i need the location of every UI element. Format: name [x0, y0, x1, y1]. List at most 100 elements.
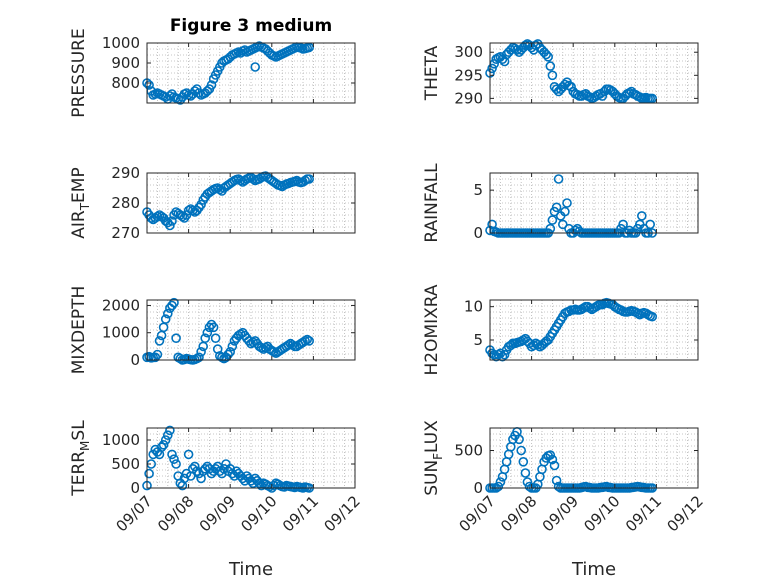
x-tick-label: 09/12 — [664, 492, 707, 535]
data-point — [516, 445, 527, 456]
data-point — [584, 92, 595, 102]
data-point — [179, 473, 190, 484]
subplot-rainfall: 0 5 RAINFALL — [422, 163, 699, 243]
x-tick-label: 09/12 — [321, 492, 364, 535]
y-tick-label: 1000 — [102, 34, 140, 52]
y-axis-label: H2OMIXRA — [422, 284, 442, 375]
data-point — [557, 219, 568, 230]
data-point — [160, 435, 171, 445]
data-point — [165, 220, 175, 231]
y-axis-label: TERRMSL — [69, 420, 92, 497]
data-point — [520, 40, 531, 51]
data-point — [495, 477, 506, 487]
y-tick-label: 2000 — [102, 296, 140, 314]
data-point — [144, 468, 154, 479]
data-point — [524, 481, 535, 492]
data-point — [647, 93, 658, 104]
data-point — [566, 82, 576, 92]
axes-box — [489, 427, 699, 489]
data-point — [549, 460, 560, 471]
data-point — [225, 346, 235, 357]
data-point — [499, 349, 510, 360]
data-point — [196, 199, 206, 210]
data-point — [158, 439, 169, 450]
axes-box — [146, 427, 356, 489]
data-point — [190, 461, 200, 472]
data-point — [163, 308, 173, 319]
x-tick-label: 09/09 — [539, 492, 582, 535]
axes-box — [489, 42, 699, 104]
data-point — [300, 175, 310, 186]
data-point — [487, 63, 497, 74]
subplot-theta: 290 295 300 THETA — [422, 39, 699, 107]
data-point — [200, 463, 210, 474]
y-tick-label: 800 — [111, 74, 140, 92]
data-point — [493, 481, 504, 492]
y-axis-label: SUNFLUX — [422, 420, 445, 496]
data-point — [200, 333, 210, 344]
y-tick-label: 280 — [111, 194, 140, 212]
data-point — [167, 449, 177, 460]
axes-box — [489, 172, 699, 234]
data-point — [560, 206, 570, 217]
y-tick-label: 290 — [454, 89, 483, 107]
data-point — [250, 62, 260, 72]
data-point — [645, 219, 656, 230]
data-point — [254, 478, 265, 489]
data-point — [302, 334, 313, 345]
data-point — [518, 456, 529, 467]
data-point — [624, 88, 635, 98]
subplot-pressure: 800 900 1000 PRESSURE — [69, 28, 356, 118]
y-tick-label: 0 — [473, 479, 483, 497]
y-tick-label: 500 — [454, 442, 483, 460]
data-point — [547, 70, 558, 81]
y-tick-label: 900 — [111, 54, 140, 72]
data-point — [156, 442, 167, 453]
data-point — [562, 198, 572, 208]
figure-title: Figure 3 medium — [170, 16, 332, 36]
x-tick-label: 09/07 — [113, 492, 156, 535]
data-point — [223, 349, 233, 360]
y-axis-label: PRESSURE — [69, 28, 89, 117]
y-tick-label: 270 — [111, 224, 140, 242]
data-point — [171, 333, 181, 344]
data-point — [545, 450, 556, 460]
data-point — [545, 61, 556, 71]
data-point — [300, 336, 310, 346]
data-point — [183, 449, 194, 460]
x-tick-label: 09/09 — [196, 492, 239, 535]
data-point — [212, 461, 223, 472]
data-point — [636, 211, 647, 221]
data-point — [244, 336, 254, 346]
subplot-h2omixra: 5 10 H2OMIXRA — [422, 284, 699, 376]
data-point — [497, 351, 508, 362]
data-point — [202, 327, 213, 338]
data-point — [520, 468, 531, 478]
data-point — [227, 341, 238, 352]
x-tick-label: 09/11 — [622, 492, 665, 535]
data-point — [551, 475, 562, 486]
y-tick-label: 1000 — [102, 324, 140, 342]
y-tick-label: 0 — [130, 351, 140, 369]
y-tick-label: 300 — [454, 43, 483, 61]
x-tick-label: 09/11 — [279, 492, 322, 535]
data-point — [235, 175, 246, 186]
data-point — [514, 434, 524, 445]
data-point — [225, 463, 235, 474]
y-tick-label: 1000 — [102, 431, 140, 449]
y-tick-label: 10 — [464, 298, 483, 316]
data-point — [210, 333, 221, 344]
data-point — [202, 461, 213, 472]
x-tick-label: 09/07 — [456, 492, 499, 535]
data-point — [541, 49, 552, 60]
subplot-mixdepth: 0 1000 2000 MIXDEPTH — [69, 286, 356, 374]
data-point — [597, 91, 608, 101]
data-point — [171, 459, 181, 469]
data-point — [543, 51, 554, 62]
y-tick-label: 5 — [473, 181, 483, 199]
data-point — [194, 352, 204, 363]
data-point — [551, 84, 562, 94]
